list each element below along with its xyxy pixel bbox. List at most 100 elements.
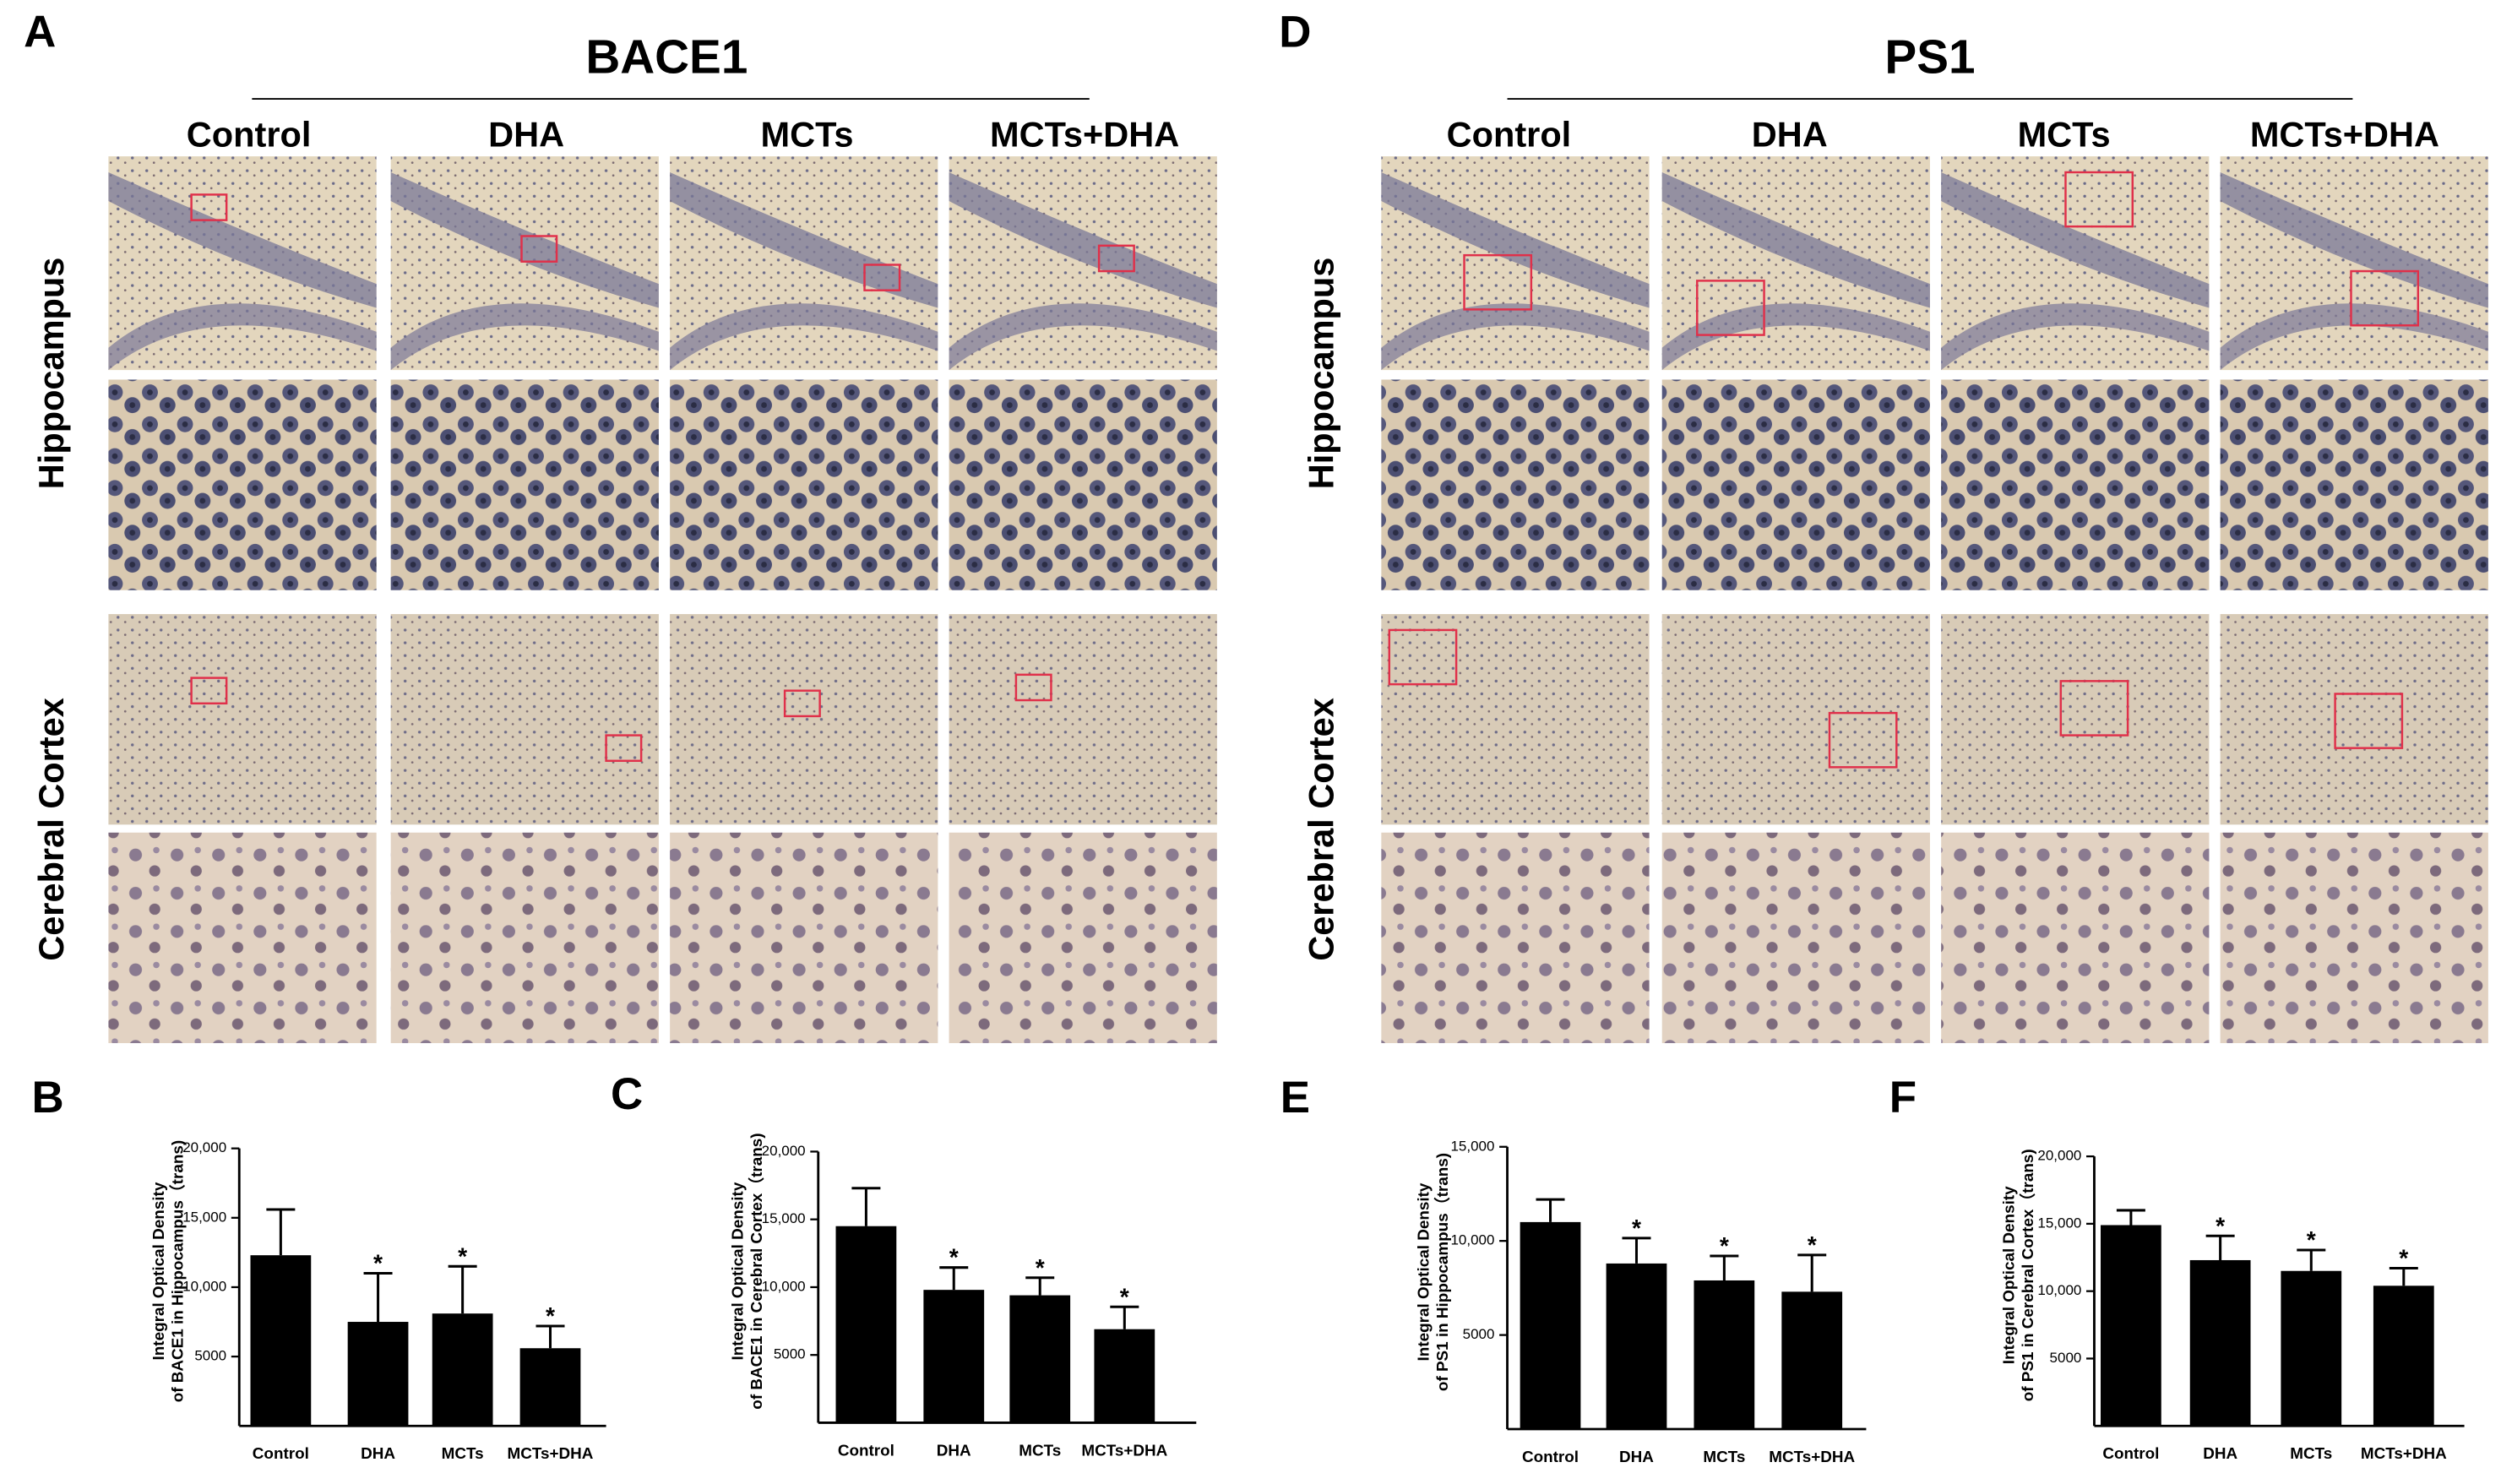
y-tick-label: 15,000 bbox=[182, 1209, 226, 1225]
zoom-box bbox=[190, 677, 228, 705]
stain-haze bbox=[2220, 614, 2488, 825]
zoom-box bbox=[1097, 244, 1135, 273]
bar bbox=[2189, 1259, 2251, 1427]
error-bar bbox=[363, 1272, 393, 1323]
bar bbox=[1520, 1221, 1581, 1430]
y-tick-label: 5000 bbox=[1463, 1326, 1495, 1342]
panel-title: PS1 bbox=[1884, 31, 1975, 84]
panel-letter: E bbox=[1280, 1073, 1310, 1123]
significance-mark: * bbox=[1120, 1284, 1129, 1311]
micrograph bbox=[670, 379, 938, 590]
error-bar bbox=[1110, 1305, 1139, 1329]
cell-layer bbox=[2220, 303, 2488, 371]
x-tick-label: DHA bbox=[937, 1442, 971, 1460]
x-tick-label: Control bbox=[2102, 1445, 2159, 1463]
x-tick-label: Control bbox=[253, 1445, 309, 1463]
panel-letter: F bbox=[1889, 1073, 1917, 1123]
significance-mark: * bbox=[458, 1243, 467, 1270]
significance-mark: * bbox=[1632, 1215, 1641, 1242]
bar bbox=[1009, 1295, 1071, 1423]
y-axis-label: of BACE1 in Cerebral Cortex（trans) bbox=[747, 1133, 766, 1409]
bar bbox=[1781, 1291, 1843, 1430]
zoom-box bbox=[2334, 693, 2404, 749]
x-tick-label: Control bbox=[838, 1442, 894, 1460]
stain-haze bbox=[108, 614, 377, 825]
error-bar bbox=[1025, 1276, 1055, 1296]
cell-layer bbox=[390, 171, 659, 308]
bar bbox=[1606, 1263, 1667, 1430]
micrograph bbox=[670, 614, 938, 825]
row-label: Hippocampus bbox=[31, 258, 71, 490]
y-tick-label: 10,000 bbox=[2037, 1282, 2081, 1298]
bar bbox=[347, 1322, 409, 1427]
y-tick-label: 10,000 bbox=[762, 1278, 806, 1294]
micrograph bbox=[390, 379, 659, 590]
y-axis-label: of BACE1 in Hippocampus（trans) bbox=[167, 1140, 187, 1402]
cell-layer bbox=[1661, 171, 1930, 308]
y-axis-label: Integral Optical Density bbox=[729, 1182, 747, 1360]
zoom-box bbox=[605, 734, 643, 763]
micrograph bbox=[390, 832, 659, 1044]
error-bar bbox=[1797, 1253, 1827, 1292]
y-tick-label: 15,000 bbox=[1450, 1138, 1494, 1154]
x-tick-label: MCTs+DHA bbox=[508, 1445, 594, 1463]
significance-mark: * bbox=[546, 1303, 555, 1330]
bar bbox=[432, 1313, 493, 1427]
x-tick-label: DHA bbox=[2203, 1445, 2237, 1463]
y-axis-label: Integral Optical Density bbox=[150, 1182, 168, 1360]
column-header: Control bbox=[1447, 114, 1572, 154]
error-bar bbox=[851, 1187, 881, 1226]
micrograph bbox=[390, 614, 659, 825]
error-bar bbox=[939, 1266, 969, 1291]
row-label: Cerebral Cortex bbox=[1301, 698, 1340, 961]
zoom-box bbox=[2059, 680, 2129, 737]
cell-layer bbox=[1941, 303, 2210, 371]
cell-layer bbox=[1941, 171, 2210, 308]
y-tick-label: 15,000 bbox=[2037, 1215, 2081, 1231]
x-tick-label: MCTs bbox=[1019, 1442, 1061, 1460]
micrograph bbox=[1661, 614, 1930, 825]
y-tick-label: 20,000 bbox=[762, 1143, 806, 1159]
micrograph bbox=[1381, 379, 1650, 590]
row-label: Cerebral Cortex bbox=[31, 698, 71, 961]
y-axis-label: of PS1 in Cerebral Cortex（trans) bbox=[2018, 1149, 2037, 1401]
x-tick-label: MCTs+DHA bbox=[1081, 1442, 1167, 1460]
zoom-box bbox=[1463, 253, 1533, 311]
zoom-box bbox=[190, 193, 228, 221]
error-bar bbox=[266, 1208, 296, 1256]
micrograph bbox=[2220, 379, 2488, 590]
x-tick-label: Control bbox=[1522, 1449, 1579, 1466]
y-axis-label: Integral Optical Density bbox=[1415, 1182, 1433, 1361]
error-bar bbox=[1622, 1237, 1651, 1264]
column-header: MCTs+DHA bbox=[990, 114, 1179, 154]
column-header: MCTs+DHA bbox=[2250, 114, 2439, 154]
bar bbox=[923, 1290, 985, 1423]
zoom-box bbox=[783, 689, 821, 718]
y-tick-label: 15,000 bbox=[762, 1210, 806, 1226]
significance-mark: * bbox=[1808, 1232, 1817, 1259]
y-tick-label: 10,000 bbox=[182, 1278, 226, 1294]
x-tick-label: DHA bbox=[1619, 1449, 1654, 1466]
micrograph bbox=[949, 832, 1217, 1044]
column-header: MCTs bbox=[761, 114, 854, 154]
zoom-box bbox=[1388, 628, 1458, 686]
y-tick-label: 10,000 bbox=[1450, 1232, 1494, 1248]
significance-mark: * bbox=[2216, 1213, 2225, 1240]
x-tick-label: MCTs bbox=[442, 1445, 484, 1463]
x-tick-label: MCTs bbox=[1703, 1449, 1745, 1466]
micrograph bbox=[949, 379, 1217, 590]
micrograph bbox=[1381, 614, 1650, 825]
y-axis-label: Integral Optical Density bbox=[2000, 1186, 2018, 1364]
micrograph bbox=[1941, 832, 2210, 1044]
column-header: DHA bbox=[1752, 114, 1828, 154]
micrograph bbox=[1661, 379, 1930, 590]
y-tick-label: 20,000 bbox=[2037, 1148, 2081, 1164]
stain-haze bbox=[949, 614, 1217, 825]
stain-haze bbox=[1381, 614, 1650, 825]
y-axis-label: of PS1 in Hippocampus（trans) bbox=[1433, 1153, 1452, 1391]
significance-mark: * bbox=[2307, 1227, 2316, 1254]
stain-haze bbox=[390, 614, 659, 825]
bar bbox=[2101, 1225, 2161, 1427]
zoom-box bbox=[1828, 711, 1898, 769]
